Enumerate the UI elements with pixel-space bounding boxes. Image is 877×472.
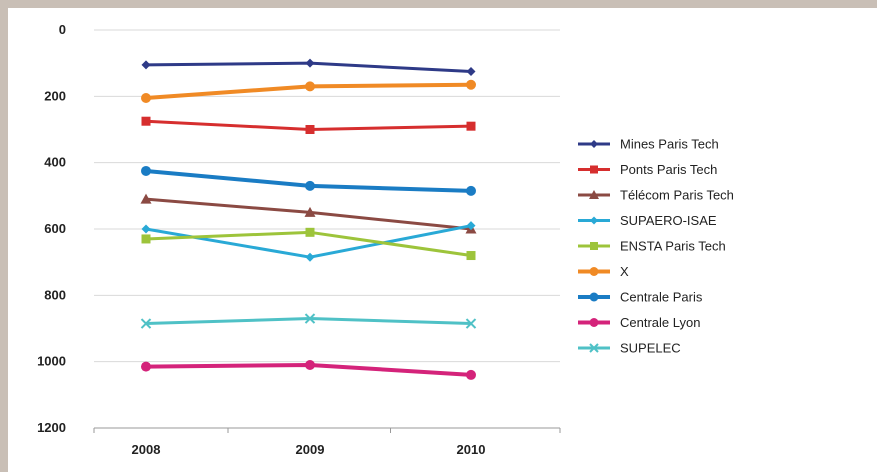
line-chart: 0 200 400 600 800 1000 1200 2008 2009 2010 Mines… bbox=[37, 22, 734, 457]
data-point bbox=[465, 318, 477, 329]
data-point bbox=[466, 185, 476, 196]
x-tick-label: 2009 bbox=[296, 442, 325, 457]
data-point bbox=[590, 165, 598, 174]
data-point bbox=[589, 318, 599, 327]
y-tick-label: 0 bbox=[59, 22, 66, 37]
legend-item: Centrale Lyon bbox=[578, 315, 700, 330]
data-point bbox=[466, 251, 476, 261]
data-point bbox=[305, 252, 315, 262]
data-point bbox=[466, 79, 476, 90]
x-axis-tick-labels: 2008 2009 2010 bbox=[93, 428, 561, 457]
legend-item: Ponts Paris Tech bbox=[578, 162, 717, 177]
y-tick-label: 1000 bbox=[37, 354, 66, 369]
marker-stroke bbox=[304, 313, 316, 324]
y-tick-label: 200 bbox=[44, 88, 66, 103]
data-point bbox=[305, 180, 315, 191]
legend-item: Télécom Paris Tech bbox=[578, 188, 734, 203]
data-point bbox=[141, 116, 151, 126]
legend-label: SUPELEC bbox=[620, 341, 681, 356]
series-lines bbox=[140, 58, 477, 380]
data-point bbox=[141, 165, 151, 176]
data-point bbox=[141, 224, 151, 234]
data-point bbox=[590, 242, 598, 250]
y-tick-label: 400 bbox=[44, 155, 66, 170]
x-tick-label: 2010 bbox=[457, 442, 486, 457]
legend-item: Centrale Paris bbox=[578, 290, 703, 305]
marker-stroke bbox=[465, 318, 477, 329]
data-point bbox=[141, 234, 151, 244]
data-point bbox=[466, 66, 476, 76]
legend-item: Mines Paris Tech bbox=[578, 137, 719, 152]
series-line bbox=[141, 227, 476, 261]
legend-label: Ponts Paris Tech bbox=[620, 162, 717, 177]
data-point bbox=[590, 216, 598, 225]
data-point bbox=[589, 292, 599, 302]
y-tick-label: 600 bbox=[44, 221, 66, 236]
data-point bbox=[140, 318, 152, 329]
series-line bbox=[141, 116, 476, 134]
legend-label: Télécom Paris Tech bbox=[620, 188, 734, 203]
marker-stroke bbox=[589, 343, 599, 353]
legend-label: ENSTA Paris Tech bbox=[620, 239, 726, 254]
x-tick-label: 2008 bbox=[132, 442, 161, 457]
series-line bbox=[140, 313, 477, 329]
legend-item: ENSTA Paris Tech bbox=[578, 239, 726, 254]
y-axis-tick-labels: 0 200 400 600 800 1000 1200 bbox=[37, 22, 66, 435]
data-point bbox=[140, 193, 152, 204]
data-point bbox=[589, 267, 599, 276]
y-tick-label: 1200 bbox=[37, 420, 66, 435]
data-point bbox=[304, 206, 316, 217]
legend-item: SUPELEC bbox=[578, 341, 681, 356]
data-point bbox=[141, 92, 151, 103]
y-tick-label: 800 bbox=[44, 287, 66, 302]
marker-stroke bbox=[140, 318, 152, 329]
data-point bbox=[466, 221, 476, 231]
data-point bbox=[305, 125, 315, 134]
data-point bbox=[466, 369, 476, 380]
legend-label: X bbox=[620, 264, 629, 279]
data-point bbox=[590, 140, 598, 148]
legend-item: SUPAERO-ISAE bbox=[578, 213, 717, 228]
series-line bbox=[141, 58, 476, 76]
series-line bbox=[141, 221, 476, 262]
series-line bbox=[141, 79, 476, 103]
chart-frame: 0 200 400 600 800 1000 1200 2008 2009 2010 Mines… bbox=[8, 8, 877, 472]
data-point bbox=[304, 313, 316, 324]
legend-item: X bbox=[578, 264, 629, 279]
data-point bbox=[305, 359, 315, 370]
legend-label: Centrale Lyon bbox=[620, 315, 700, 330]
series-line bbox=[140, 193, 477, 234]
data-point bbox=[141, 361, 151, 372]
data-point bbox=[589, 343, 599, 353]
legend: Mines Paris Tech Ponts Paris Tech Télécom … bbox=[578, 137, 734, 356]
data-point bbox=[466, 121, 476, 131]
legend-label: SUPAERO-ISAE bbox=[620, 213, 717, 228]
data-point bbox=[141, 60, 151, 70]
data-point bbox=[305, 58, 315, 68]
legend-label: Mines Paris Tech bbox=[620, 137, 719, 152]
data-point bbox=[589, 190, 599, 199]
legend-label: Centrale Paris bbox=[620, 290, 703, 305]
series-line bbox=[141, 359, 476, 380]
series-line bbox=[141, 165, 476, 196]
data-point bbox=[305, 81, 315, 92]
data-point bbox=[305, 227, 315, 237]
